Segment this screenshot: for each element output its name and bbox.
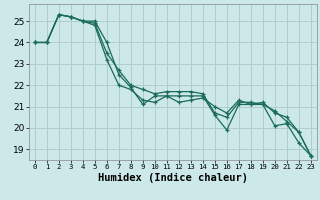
X-axis label: Humidex (Indice chaleur): Humidex (Indice chaleur) <box>98 173 248 183</box>
